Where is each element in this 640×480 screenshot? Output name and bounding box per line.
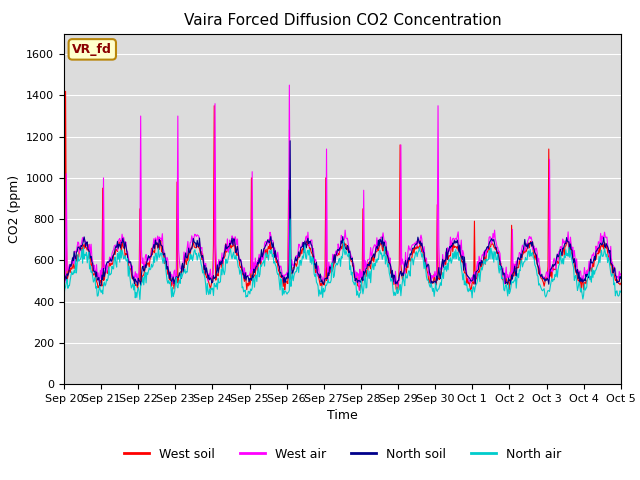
West air <box>127 267 135 273</box>
North soil <box>97 283 104 289</box>
North air <box>127 285 135 291</box>
Text: VR_fd: VR_fd <box>72 43 112 56</box>
West soil <box>411 244 419 250</box>
North air <box>136 297 144 302</box>
West air <box>617 271 625 276</box>
Title: Vaira Forced Diffusion CO2 Concentration: Vaira Forced Diffusion CO2 Concentration <box>184 13 501 28</box>
West soil <box>617 280 625 286</box>
North air <box>428 284 436 290</box>
North soil <box>128 272 136 278</box>
West soil <box>185 251 193 256</box>
North air <box>286 216 294 222</box>
Y-axis label: CO2 (ppm): CO2 (ppm) <box>8 175 20 243</box>
North soil <box>185 245 193 251</box>
West soil <box>61 88 69 94</box>
North soil <box>214 270 222 276</box>
North soil <box>286 138 294 144</box>
North soil <box>412 241 419 247</box>
North soil <box>60 275 68 281</box>
North air <box>185 258 193 264</box>
North soil <box>617 276 625 281</box>
North air <box>412 250 419 256</box>
North air <box>70 268 78 274</box>
North soil <box>428 278 436 284</box>
West soil <box>60 278 68 284</box>
Line: North air: North air <box>64 219 621 300</box>
North air <box>214 276 222 281</box>
Legend: West soil, West air, North soil, North air: West soil, West air, North soil, North a… <box>119 443 566 466</box>
Line: West air: West air <box>64 85 621 290</box>
West air <box>428 273 436 278</box>
West air <box>70 261 78 267</box>
West air <box>285 82 293 88</box>
West soil <box>71 264 79 269</box>
North air <box>617 289 625 295</box>
North air <box>60 293 68 299</box>
West soil <box>214 273 222 279</box>
West soil <box>428 274 435 279</box>
West soil <box>128 276 136 281</box>
North soil <box>70 249 78 254</box>
West air <box>355 287 363 293</box>
West air <box>60 273 68 278</box>
Line: North soil: North soil <box>64 141 621 286</box>
West air <box>412 241 419 247</box>
West air <box>184 239 192 244</box>
X-axis label: Time: Time <box>327 409 358 422</box>
Line: West soil: West soil <box>64 91 621 292</box>
West air <box>214 266 221 272</box>
West soil <box>577 289 585 295</box>
